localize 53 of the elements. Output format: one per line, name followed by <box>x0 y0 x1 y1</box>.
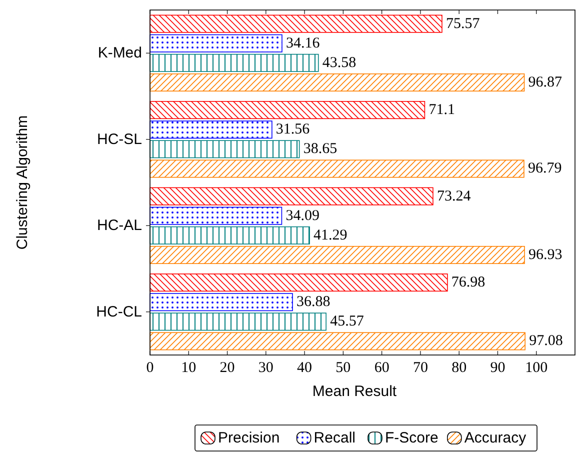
bar <box>150 187 434 206</box>
bar <box>150 34 282 52</box>
data-label: 41.29 <box>314 227 348 244</box>
x-tick-label: 10 <box>181 360 196 376</box>
x-tick-label: 60 <box>374 360 390 376</box>
x-tick-label: 40 <box>297 360 312 376</box>
x-tick-label: 20 <box>220 360 235 376</box>
bar <box>150 14 442 33</box>
data-label: 36.88 <box>296 294 330 310</box>
bar <box>150 312 326 331</box>
bar <box>150 54 319 72</box>
x-axis-title: Mean Result <box>312 383 398 400</box>
legend-label: F-Score <box>385 430 438 446</box>
data-label: 43.58 <box>322 54 356 71</box>
bar <box>150 160 524 178</box>
bar <box>150 206 282 225</box>
bar <box>150 332 526 350</box>
data-label: 31.56 <box>276 122 310 138</box>
y-tick-label: K-Med <box>98 44 142 62</box>
data-label: 75.57 <box>446 16 480 32</box>
x-tick-label: 90 <box>490 360 506 376</box>
bar <box>150 293 293 312</box>
legend-label: Accuracy <box>464 430 527 446</box>
bar <box>150 73 525 92</box>
bar <box>150 120 272 139</box>
legend-label: Recall <box>314 430 356 446</box>
bar <box>150 226 310 244</box>
data-label: 34.09 <box>286 208 320 224</box>
y-tick-label: HC-SL <box>96 130 142 148</box>
bar <box>150 140 300 158</box>
x-tick-label: 70 <box>412 360 428 376</box>
data-label: 96.79 <box>528 160 562 177</box>
x-tick-label: 100 <box>525 360 548 376</box>
data-label: 34.16 <box>286 35 320 52</box>
x-tick-label: 80 <box>452 360 467 376</box>
data-label: 76.98 <box>451 274 486 291</box>
data-label: 96.87 <box>528 74 563 90</box>
y-axis-title: Clustering Algorithm <box>14 115 31 250</box>
data-label: 45.57 <box>330 314 364 330</box>
bar <box>150 246 525 264</box>
data-label: 38.65 <box>303 141 338 158</box>
data-label: 96.93 <box>528 246 562 263</box>
data-label: 97.08 <box>529 333 563 350</box>
bar <box>150 101 426 120</box>
y-tick-label: HC-CL <box>96 303 142 320</box>
data-label: 73.24 <box>436 188 472 204</box>
x-tick-label: 30 <box>258 360 274 376</box>
legend-label: Precision <box>218 430 280 446</box>
x-tick-label: 50 <box>336 360 351 376</box>
y-tick-label: HC-AL <box>96 217 142 234</box>
x-tick-label: 0 <box>146 360 154 376</box>
bar <box>150 274 448 292</box>
data-label: 71.1 <box>428 102 455 118</box>
